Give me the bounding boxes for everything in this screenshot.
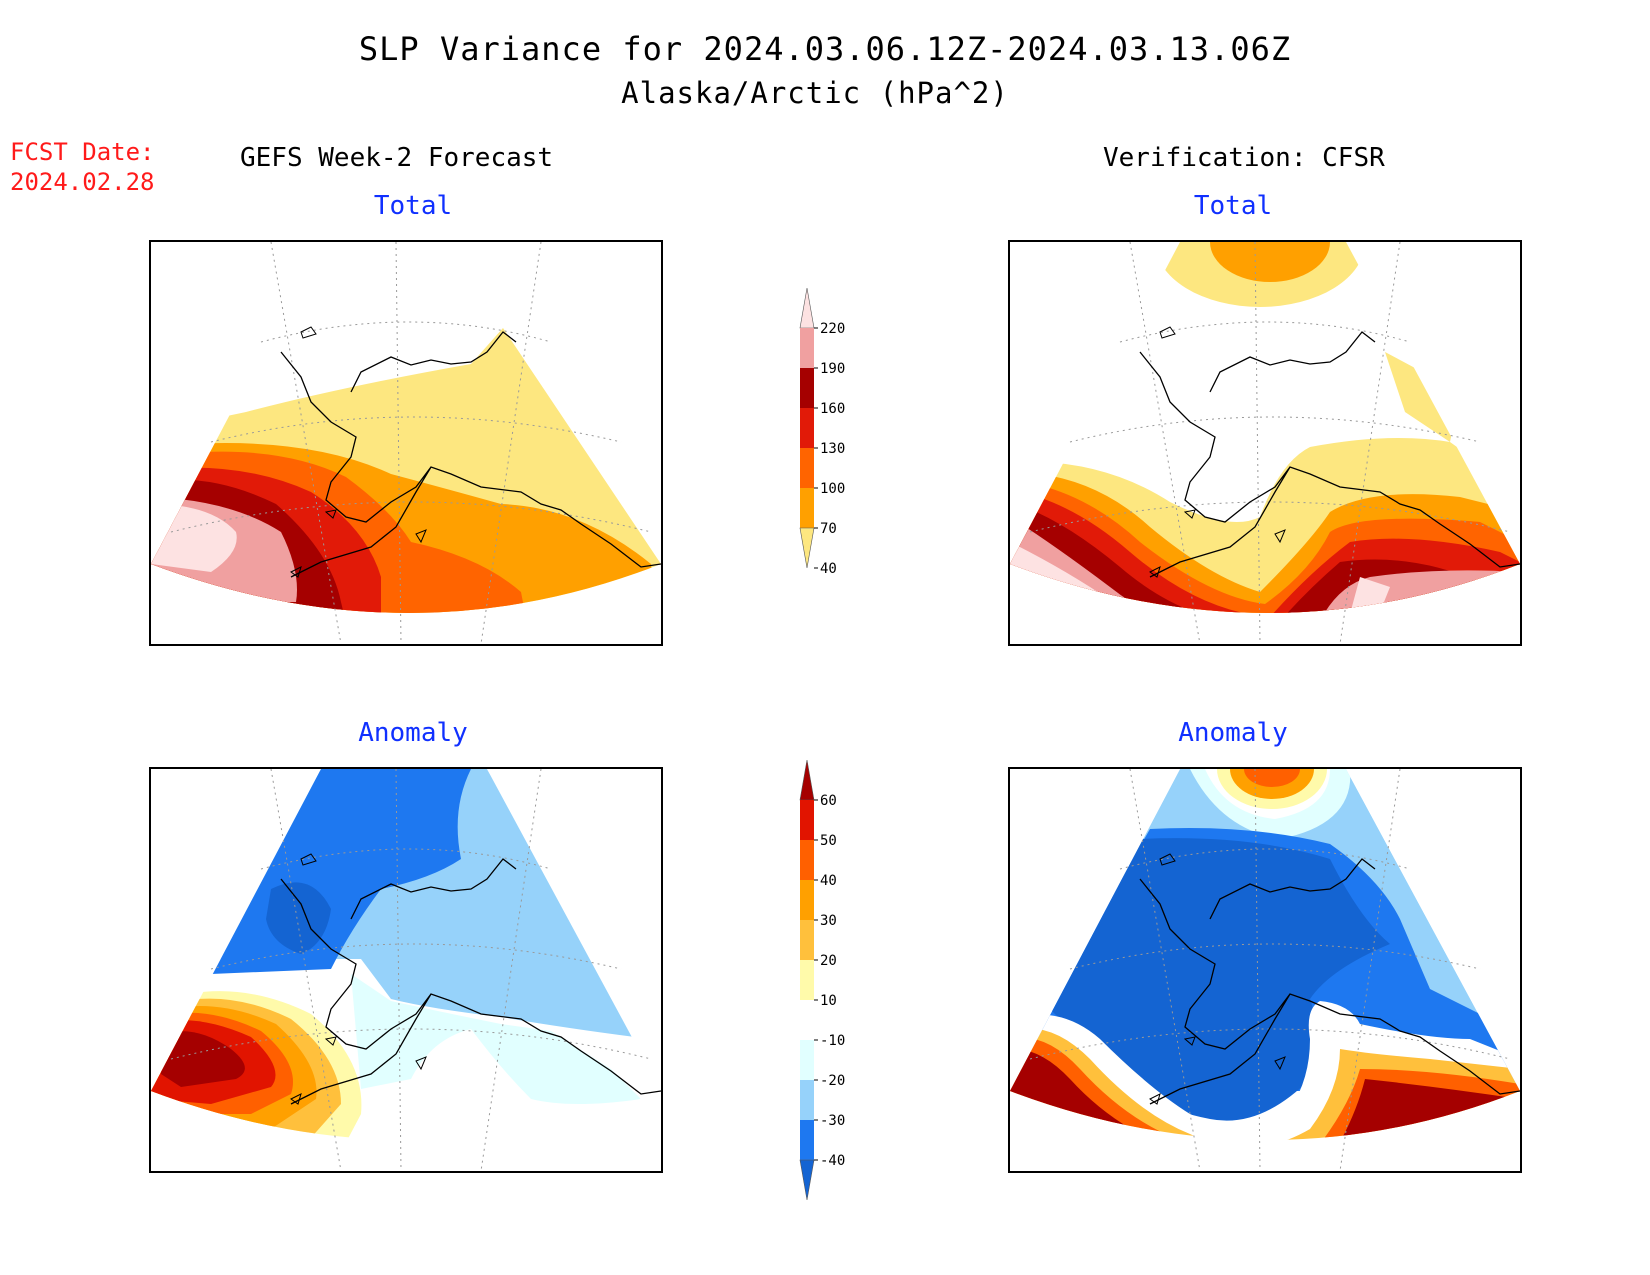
verification-anomaly-label: Anomaly <box>1178 718 1288 748</box>
colorbar-cell <box>799 287 815 329</box>
colorbar-cell <box>800 368 814 408</box>
colorbar-label: 20 <box>820 953 837 969</box>
shade-dark-blue <box>1050 838 1390 1121</box>
shade-lightest-blue <box>351 974 641 1104</box>
colorbar-cell <box>800 920 814 960</box>
fcst-date-label: FCST Date: <box>10 138 155 166</box>
colorbar-label: 30 <box>820 913 837 929</box>
alaska-coastline <box>280 331 661 578</box>
map-title: SLP Variance for 2024.03.06.12Z-2024.03.… <box>358 30 1292 68</box>
shade-40-70-east <box>1385 352 1460 442</box>
shade-220-plus-low <box>1010 542 1390 613</box>
shade-dark-blue <box>266 882 331 954</box>
map-subtitle: Alaska/Arctic (hPa^2) <box>621 76 1009 110</box>
colorbar-cell <box>799 759 815 801</box>
shade-40-70-north <box>1155 242 1365 307</box>
fcst-date-value: 2024.02.28 <box>10 168 155 196</box>
forecast-column-heading: GEFS Week-2 Forecast <box>240 143 554 173</box>
verification-total-label: Total <box>1193 191 1273 221</box>
forecast-anomaly-map <box>149 767 663 1173</box>
colorbar-label: -20 <box>820 1073 845 1089</box>
colorbar-label: 10 <box>820 993 837 1009</box>
colorbar-label: 100 <box>820 481 845 497</box>
colorbar-label: 220 <box>820 321 845 337</box>
forecast-total-map <box>149 240 663 646</box>
colorbar-cell <box>799 1159 815 1201</box>
colorbar-label: 70 <box>820 521 837 537</box>
colorbar-cell <box>800 1080 814 1120</box>
colorbar-cell <box>799 527 815 569</box>
colorbar-label: 190 <box>820 361 845 377</box>
colorbar-label: 50 <box>820 833 837 849</box>
colorbar-cell <box>800 448 814 488</box>
shade-orange-north <box>1230 769 1314 799</box>
colorbar-label: 40 <box>820 873 837 889</box>
forecast-anomaly-label: Anomaly <box>358 718 468 748</box>
anomaly-colorbar: 60 50 40 30 20 10 -10 -20 -30 -40 <box>799 759 845 1201</box>
shade-70-100-north <box>1210 242 1330 282</box>
forecast-total-label: Total <box>373 191 453 221</box>
verification-column-heading: Verification: CFSR <box>1103 143 1385 173</box>
shade-gt-60 <box>161 1031 245 1087</box>
colorbar-cell <box>800 840 814 880</box>
colorbar-cell <box>800 800 814 840</box>
verification-anomaly-map <box>1008 767 1522 1173</box>
colorbar-cell <box>800 328 814 368</box>
colorbar-label: 40 <box>820 561 837 577</box>
shade-red-north <box>1244 769 1300 787</box>
colorbar-cell <box>800 1040 814 1080</box>
colorbar-cell <box>800 1000 814 1040</box>
verification-total-map <box>1008 240 1522 646</box>
alaska-coastline <box>1139 858 1520 1105</box>
colorbar-cell <box>800 960 814 1000</box>
colorbar-cell <box>800 1120 814 1160</box>
colorbar-label: -10 <box>820 1033 845 1049</box>
colorbar-cell <box>800 880 814 920</box>
alaska-coastline <box>280 858 661 1105</box>
colorbar-label: -30 <box>820 1113 845 1129</box>
colorbar-cell <box>800 408 814 448</box>
colorbar-cell <box>800 488 814 528</box>
colorbar-label: 130 <box>820 441 845 457</box>
colorbar-label: 160 <box>820 401 845 417</box>
colorbar-label: -40 <box>820 1153 845 1169</box>
colorbar-label: 60 <box>820 793 837 809</box>
alaska-coastline <box>1139 331 1520 578</box>
total-colorbar: 220 190 160 130 100 70 40 <box>799 287 845 577</box>
